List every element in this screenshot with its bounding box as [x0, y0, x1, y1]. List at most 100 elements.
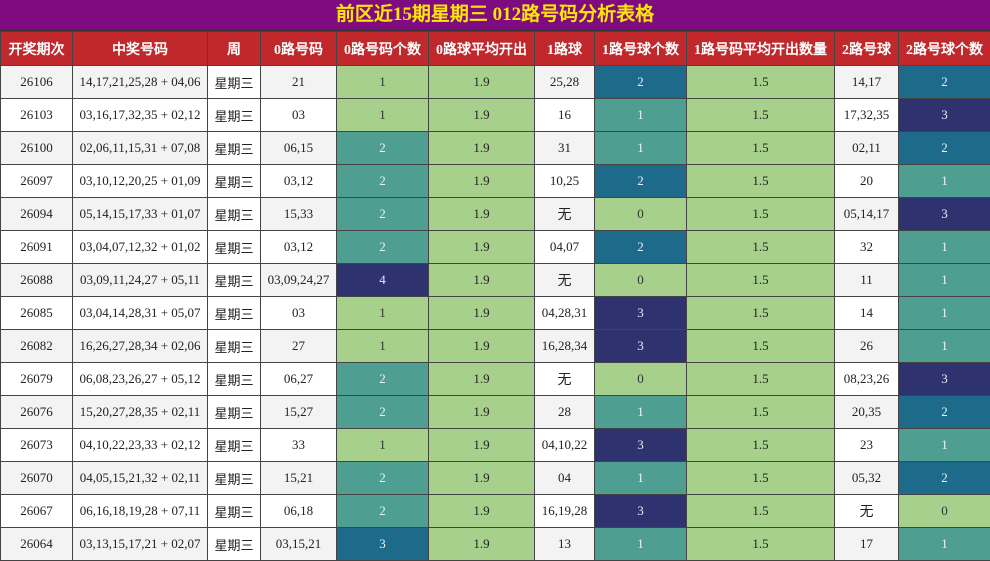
cell-route0-avg: 1.9 — [429, 330, 535, 363]
cell-route2: 08,23,26 — [835, 363, 899, 396]
cell-route2: 20 — [835, 165, 899, 198]
cell-issue: 26097 — [1, 165, 73, 198]
header-route1: 1路球 — [535, 32, 595, 66]
cell-route0-count: 1 — [337, 99, 429, 132]
cell-route1: 31 — [535, 132, 595, 165]
cell-route0: 15,33 — [261, 198, 337, 231]
cell-route2: 23 — [835, 429, 899, 462]
cell-route1-avg: 1.5 — [687, 330, 835, 363]
cell-route2: 20,35 — [835, 396, 899, 429]
cell-route0-avg: 1.9 — [429, 495, 535, 528]
cell-issue: 26067 — [1, 495, 73, 528]
cell-route2-count: 0 — [899, 495, 990, 528]
cell-route0-count: 2 — [337, 396, 429, 429]
cell-route1-avg: 1.5 — [687, 297, 835, 330]
cell-route2-count: 1 — [899, 165, 990, 198]
cell-route1: 16,19,28 — [535, 495, 595, 528]
cell-route1-count: 3 — [595, 330, 687, 363]
cell-route0-count: 2 — [337, 495, 429, 528]
cell-route0-count: 2 — [337, 462, 429, 495]
cell-route2-count: 2 — [899, 396, 990, 429]
cell-numbers: 03,04,14,28,31 + 05,07 — [73, 297, 208, 330]
cell-week: 星期三 — [208, 165, 261, 198]
cell-route1-avg: 1.5 — [687, 231, 835, 264]
cell-route2-count: 3 — [899, 198, 990, 231]
cell-route0-avg: 1.9 — [429, 429, 535, 462]
cell-route0-avg: 1.9 — [429, 297, 535, 330]
cell-route1-count: 2 — [595, 165, 687, 198]
cell-route1-avg: 1.5 — [687, 363, 835, 396]
cell-route1-avg: 1.5 — [687, 66, 835, 99]
cell-route1: 13 — [535, 528, 595, 561]
cell-numbers: 04,05,15,21,32 + 02,11 — [73, 462, 208, 495]
cell-issue: 26103 — [1, 99, 73, 132]
cell-route0: 03,09,24,27 — [261, 264, 337, 297]
cell-route1-count: 3 — [595, 297, 687, 330]
cell-route1-count: 1 — [595, 462, 687, 495]
cell-route0-count: 1 — [337, 330, 429, 363]
cell-route0-avg: 1.9 — [429, 528, 535, 561]
cell-week: 星期三 — [208, 198, 261, 231]
cell-issue: 26079 — [1, 363, 73, 396]
cell-route0: 27 — [261, 330, 337, 363]
cell-route1: 04,07 — [535, 231, 595, 264]
cell-route0-count: 4 — [337, 264, 429, 297]
cell-issue: 26088 — [1, 264, 73, 297]
header-route1-count: 1路号球个数 — [595, 32, 687, 66]
cell-issue: 26070 — [1, 462, 73, 495]
cell-route0-avg: 1.9 — [429, 231, 535, 264]
cell-route0: 33 — [261, 429, 337, 462]
cell-route2: 17 — [835, 528, 899, 561]
cell-week: 星期三 — [208, 330, 261, 363]
cell-route1-avg: 1.5 — [687, 264, 835, 297]
header-route0-avg: 0路球平均开出 — [429, 32, 535, 66]
cell-numbers: 04,10,22,23,33 + 02,12 — [73, 429, 208, 462]
cell-week: 星期三 — [208, 99, 261, 132]
cell-route2-count: 3 — [899, 363, 990, 396]
cell-route1-avg: 1.5 — [687, 198, 835, 231]
cell-route0-avg: 1.9 — [429, 396, 535, 429]
cell-route2-count: 2 — [899, 462, 990, 495]
cell-route2-count: 1 — [899, 264, 990, 297]
cell-route1-avg: 1.5 — [687, 99, 835, 132]
cell-route1: 无 — [535, 264, 595, 297]
cell-week: 星期三 — [208, 462, 261, 495]
header-route2: 2路号球 — [835, 32, 899, 66]
cell-route2: 26 — [835, 330, 899, 363]
cell-route1-avg: 1.5 — [687, 429, 835, 462]
cell-route2: 17,32,35 — [835, 99, 899, 132]
cell-route0-count: 2 — [337, 363, 429, 396]
cell-numbers: 06,08,23,26,27 + 05,12 — [73, 363, 208, 396]
cell-route1: 04 — [535, 462, 595, 495]
cell-week: 星期三 — [208, 363, 261, 396]
cell-numbers: 02,06,11,15,31 + 07,08 — [73, 132, 208, 165]
cell-route0-count: 2 — [337, 132, 429, 165]
cell-issue: 26073 — [1, 429, 73, 462]
cell-route1: 10,25 — [535, 165, 595, 198]
cell-route2-count: 1 — [899, 330, 990, 363]
cell-route2: 11 — [835, 264, 899, 297]
cell-route0-count: 1 — [337, 66, 429, 99]
cell-route0-avg: 1.9 — [429, 264, 535, 297]
cell-issue: 26076 — [1, 396, 73, 429]
cell-week: 星期三 — [208, 429, 261, 462]
cell-route0: 06,27 — [261, 363, 337, 396]
cell-numbers: 16,26,27,28,34 + 02,06 — [73, 330, 208, 363]
cell-route1: 25,28 — [535, 66, 595, 99]
header-route1-avg: 1路号码平均开出数量 — [687, 32, 835, 66]
cell-numbers: 03,04,07,12,32 + 01,02 — [73, 231, 208, 264]
cell-route0-avg: 1.9 — [429, 198, 535, 231]
cell-route1-count: 0 — [595, 198, 687, 231]
cell-route1-avg: 1.5 — [687, 396, 835, 429]
table-title: 前区近15期星期三 012路号码分析表格 — [0, 0, 990, 31]
cell-route1-count: 1 — [595, 396, 687, 429]
cell-numbers: 03,10,12,20,25 + 01,09 — [73, 165, 208, 198]
